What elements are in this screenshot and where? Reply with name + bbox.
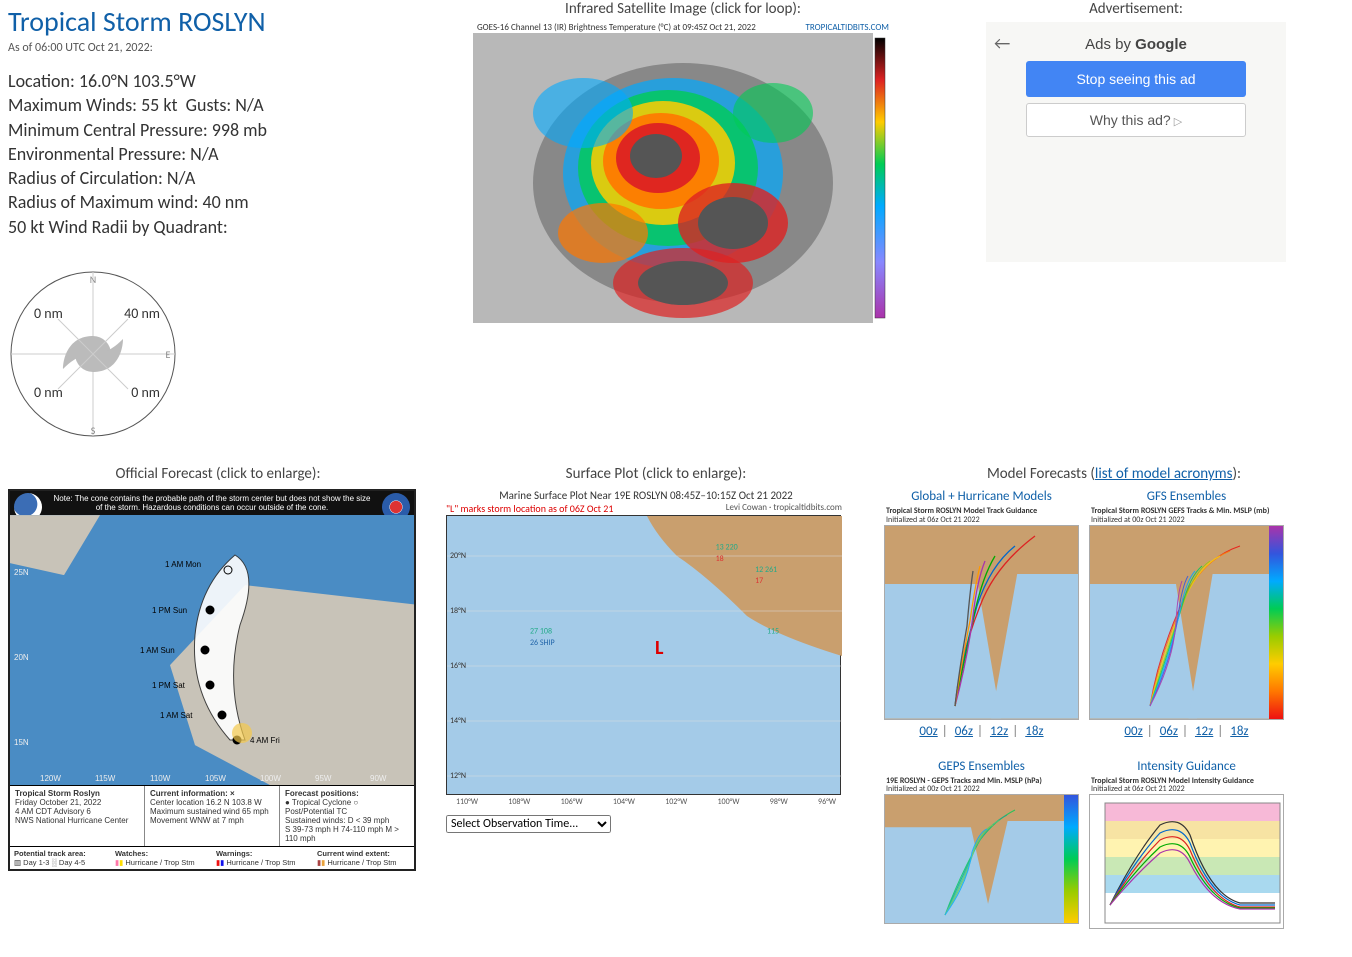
- svg-text:13 220: 13 220: [716, 543, 738, 553]
- surface-plot[interactable]: Marine Surface Plot Near 19E ROSLYN 08:4…: [446, 489, 846, 833]
- z-link[interactable]: 06z: [955, 724, 973, 739]
- nhc-topbar: Note: The cone contains the probable pat…: [10, 491, 414, 515]
- svg-text:12°N: 12°N: [450, 771, 466, 781]
- stat-envp: Environmental Pressure: N/A: [8, 142, 438, 166]
- svg-text:S: S: [91, 424, 96, 437]
- ad-box: ← Ads by Google Stop seeing this ad Why …: [986, 22, 1286, 262]
- why-ad-button[interactable]: Why this ad?: [1026, 103, 1246, 137]
- svg-text:115W: 115W: [95, 774, 116, 783]
- forecast-column: Official Forecast (click to enlarge): No…: [8, 465, 428, 871]
- svg-text:20N: 20N: [14, 653, 29, 662]
- storm-title: Tropical Storm ROSLYN: [8, 4, 438, 39]
- stat-rmw: Radius of Maximum wind: 40 nm: [8, 190, 438, 214]
- z-link[interactable]: 18z: [1025, 724, 1043, 739]
- stop-ad-button[interactable]: Stop seeing this ad: [1026, 61, 1246, 97]
- svg-text:17: 17: [755, 576, 763, 586]
- quad-nw: 0 nm: [34, 305, 63, 322]
- svg-text:1 AM Sun: 1 AM Sun: [140, 646, 175, 655]
- ads-by-label: Ads by Google: [996, 36, 1276, 53]
- svg-text:N: N: [90, 273, 96, 286]
- nhc-cone-graphic[interactable]: Note: The cone contains the probable pat…: [8, 489, 416, 871]
- svg-text:110W: 110W: [150, 774, 171, 783]
- svg-text:1 AM Sat: 1 AM Sat: [160, 711, 193, 720]
- model-block-gfs: GFS Ensembles Tropical Storm ROSLYN GEFS…: [1089, 489, 1284, 739]
- z-link[interactable]: 06z: [1160, 724, 1178, 739]
- stat-radii-label: 50 kt Wind Radii by Quadrant:: [8, 215, 438, 239]
- satellite-label: Infrared Satellite Image (click for loop…: [458, 0, 908, 18]
- surface-column: Surface Plot (click to enlarge): Marine …: [446, 465, 866, 833]
- quad-se: 0 nm: [131, 384, 160, 401]
- zrow-gfs: 00z| 06z| 12z| 18z: [1089, 724, 1284, 739]
- svg-text:95W: 95W: [315, 774, 332, 783]
- satellite-column: Infrared Satellite Image (click for loop…: [458, 0, 908, 333]
- stat-maxwind: Maximum Winds: 55 kt Gusts: N/A: [8, 93, 438, 117]
- z-link[interactable]: 12z: [1195, 724, 1213, 739]
- svg-text:15N: 15N: [14, 738, 29, 747]
- svg-text:90W: 90W: [370, 774, 387, 783]
- svg-text:105W: 105W: [205, 774, 226, 783]
- svg-text:18°N: 18°N: [450, 606, 466, 616]
- ad-column: Advertisement: ← Ads by Google Stop seei…: [928, 0, 1344, 262]
- quad-ne: 40 nm: [124, 305, 160, 322]
- model-track-thumb[interactable]: [884, 525, 1079, 720]
- z-link[interactable]: 12z: [990, 724, 1008, 739]
- stat-location: Location: 16.0°N 103.5°W: [8, 69, 438, 93]
- zrow-global: 00z| 06z| 12z| 18z: [884, 724, 1079, 739]
- svg-text:26 SHIP: 26 SHIP: [530, 638, 555, 648]
- ad-back-icon[interactable]: ←: [994, 32, 1010, 54]
- svg-text:14°N: 14°N: [450, 716, 466, 726]
- svg-text:16°N: 16°N: [450, 661, 466, 671]
- nhc-map: 4 AM Fri 1 AM Sat 1 PM Sat 1 AM Sun 1 PM…: [10, 515, 414, 785]
- nhc-info-row: Tropical Storm Roslyn Friday October 21,…: [10, 785, 414, 846]
- svg-text:18: 18: [716, 554, 724, 564]
- wind-radii-compass: N S E 0 nm 40 nm 0 nm 0 nm: [8, 269, 178, 439]
- svg-text:E: E: [166, 348, 171, 361]
- storm-asof: As of 06:00 UTC Oct 21, 2022:: [8, 41, 438, 55]
- svg-text:1 PM Sun: 1 PM Sun: [152, 606, 187, 615]
- model-block-geps: GEPS Ensembles 19E ROSLYN - GEPS Tracks …: [884, 759, 1079, 930]
- nhc-legend-row: Potential track area:▥ Day 1-3 ░ Day 4-5…: [10, 846, 414, 869]
- surface-map: L 13 22018 12 26117 115 27 10826 SHIP 20°N 1…: [446, 515, 841, 795]
- svg-text:1 AM Mon: 1 AM Mon: [165, 560, 201, 569]
- model-acronyms-link[interactable]: list of model acronyms: [1095, 465, 1233, 483]
- svg-text:12 261: 12 261: [755, 565, 777, 575]
- svg-text:27 108: 27 108: [530, 627, 552, 637]
- svg-text:120W: 120W: [40, 774, 61, 783]
- z-link[interactable]: 00z: [919, 724, 937, 739]
- geps-ens-thumb[interactable]: [884, 794, 1079, 924]
- storm-info-column: Tropical Storm ROSLYN As of 06:00 UTC Oc…: [8, 0, 438, 439]
- ad-label: Advertisement:: [928, 0, 1344, 18]
- svg-text:100W: 100W: [260, 774, 281, 783]
- svg-text:20°N: 20°N: [450, 551, 466, 561]
- stat-mincp: Minimum Central Pressure: 998 mb: [8, 118, 438, 142]
- svg-text:L: L: [655, 636, 664, 660]
- gfs-ens-thumb[interactable]: [1089, 525, 1284, 720]
- model-block-intensity: Intensity Guidance Tropical Storm ROSLYN…: [1089, 759, 1284, 930]
- svg-text:1 PM Sat: 1 PM Sat: [152, 681, 186, 690]
- svg-text:25N: 25N: [14, 568, 29, 577]
- forecast-label: Official Forecast (click to enlarge):: [8, 465, 428, 483]
- satellite-image[interactable]: GOES-16 Channel 13 (IR) Brightness Tempe…: [473, 22, 893, 333]
- z-link[interactable]: 18z: [1230, 724, 1248, 739]
- quad-sw: 0 nm: [34, 384, 63, 401]
- surface-label: Surface Plot (click to enlarge):: [446, 465, 866, 483]
- intensity-thumb[interactable]: [1089, 794, 1284, 929]
- z-link[interactable]: 00z: [1124, 724, 1142, 739]
- models-label: Model Forecasts (list of model acronyms)…: [884, 465, 1344, 483]
- svg-text:4 AM Fri: 4 AM Fri: [250, 736, 280, 745]
- models-column: Model Forecasts (list of model acronyms)…: [884, 465, 1344, 929]
- observation-time-select[interactable]: Select Observation Time...: [446, 815, 611, 833]
- svg-text:115: 115: [767, 627, 779, 637]
- stat-roc: Radius of Circulation: N/A: [8, 166, 438, 190]
- model-block-global: Global + Hurricane Models Tropical Storm…: [884, 489, 1079, 739]
